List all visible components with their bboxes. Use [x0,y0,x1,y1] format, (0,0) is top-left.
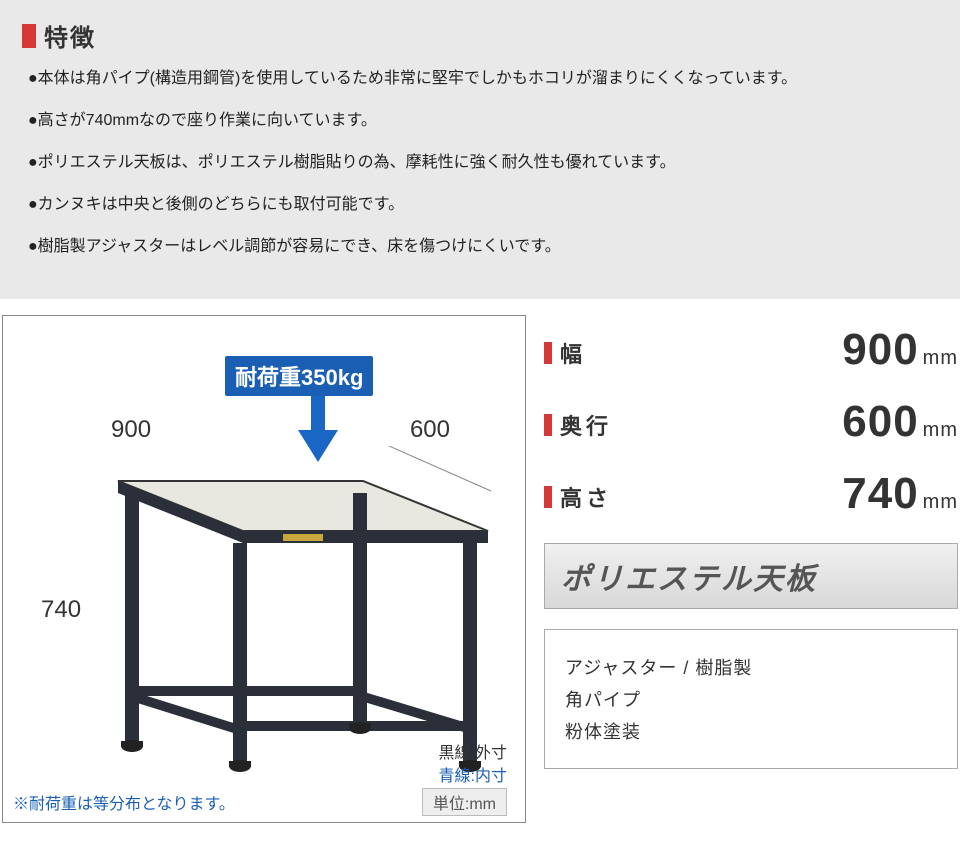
spec-value-num: 900 [842,325,918,374]
spec-label: 奥行 [544,409,612,441]
red-bar-icon [544,414,552,436]
spec-row-height: 高さ 740mm [544,469,958,519]
red-bar-icon [22,24,36,48]
spec-value-num: 600 [842,397,918,446]
spec-row-depth: 奥行 600mm [544,397,958,447]
material-text: ポリエステル天板 [561,554,941,598]
spec-unit: mm [923,347,958,369]
dimension-depth: 600 [410,416,450,444]
legend-inner: 青線:内寸 [439,766,507,788]
feature-item: ●カンヌキは中央と後側のどちらにも取付可能です。 [28,193,938,217]
spec-value: 740mm [842,469,958,519]
spec-label-text: 高さ [560,481,612,513]
unit-label: 単位:mm [422,788,507,816]
load-capacity-label: 耐荷重350kg [225,356,373,396]
diagram-box: 耐荷重350kg 900 600 740 [2,315,526,823]
feature-item: ●樹脂製アジャスターはレベル調節が容易にでき、床を傷つけにくいです。 [28,235,938,259]
spec-value: 900mm [842,325,958,375]
spec-label-text: 幅 [560,337,586,369]
detail-item: アジャスター / 樹脂製 [565,654,937,680]
table-illustration [103,446,503,786]
red-bar-icon [544,486,552,508]
feature-item: ●本体は角パイプ(構造用鋼管)を使用しているため非常に堅牢でしかもホコリが溜まり… [28,67,938,91]
arrow-down-icon [293,390,343,464]
spec-value: 600mm [842,397,958,447]
lower-section: 耐荷重350kg 900 600 740 [0,299,960,823]
spec-value-num: 740 [842,469,918,518]
red-bar-icon [544,342,552,364]
specs-panel: 幅 900mm 奥行 600mm 高さ 740mm ポリ [544,315,958,823]
dimension-width: 900 [111,416,151,444]
feature-item: ●高さが740mmなので座り作業に向いています。 [28,109,938,133]
features-title: 特徴 [22,18,938,53]
detail-item: 角パイプ [565,686,937,712]
features-section: 特徴 ●本体は角パイプ(構造用鋼管)を使用しているため非常に堅牢でしかもホコリが… [0,0,960,299]
spec-unit: mm [923,491,958,513]
feature-item: ●ポリエステル天板は、ポリエステル樹脂貼りの為、摩耗性に強く耐久性も優れています… [28,151,938,175]
spec-unit: mm [923,419,958,441]
material-box: ポリエステル天板 [544,543,958,609]
legend-outer: 黒線:外寸 [439,743,507,765]
detail-item: 粉体塗装 [565,718,937,744]
details-box: アジャスター / 樹脂製 角パイプ 粉体塗装 [544,629,958,769]
spec-label: 高さ [544,481,612,513]
legend: 黒線:外寸 青線:内寸 [439,743,507,788]
spec-label: 幅 [544,337,586,369]
load-note: ※耐荷重は等分布となります。 [13,790,235,814]
spec-label-text: 奥行 [560,409,612,441]
spec-row-width: 幅 900mm [544,325,958,375]
features-title-text: 特徴 [44,18,96,53]
dimension-height: 740 [41,596,81,624]
